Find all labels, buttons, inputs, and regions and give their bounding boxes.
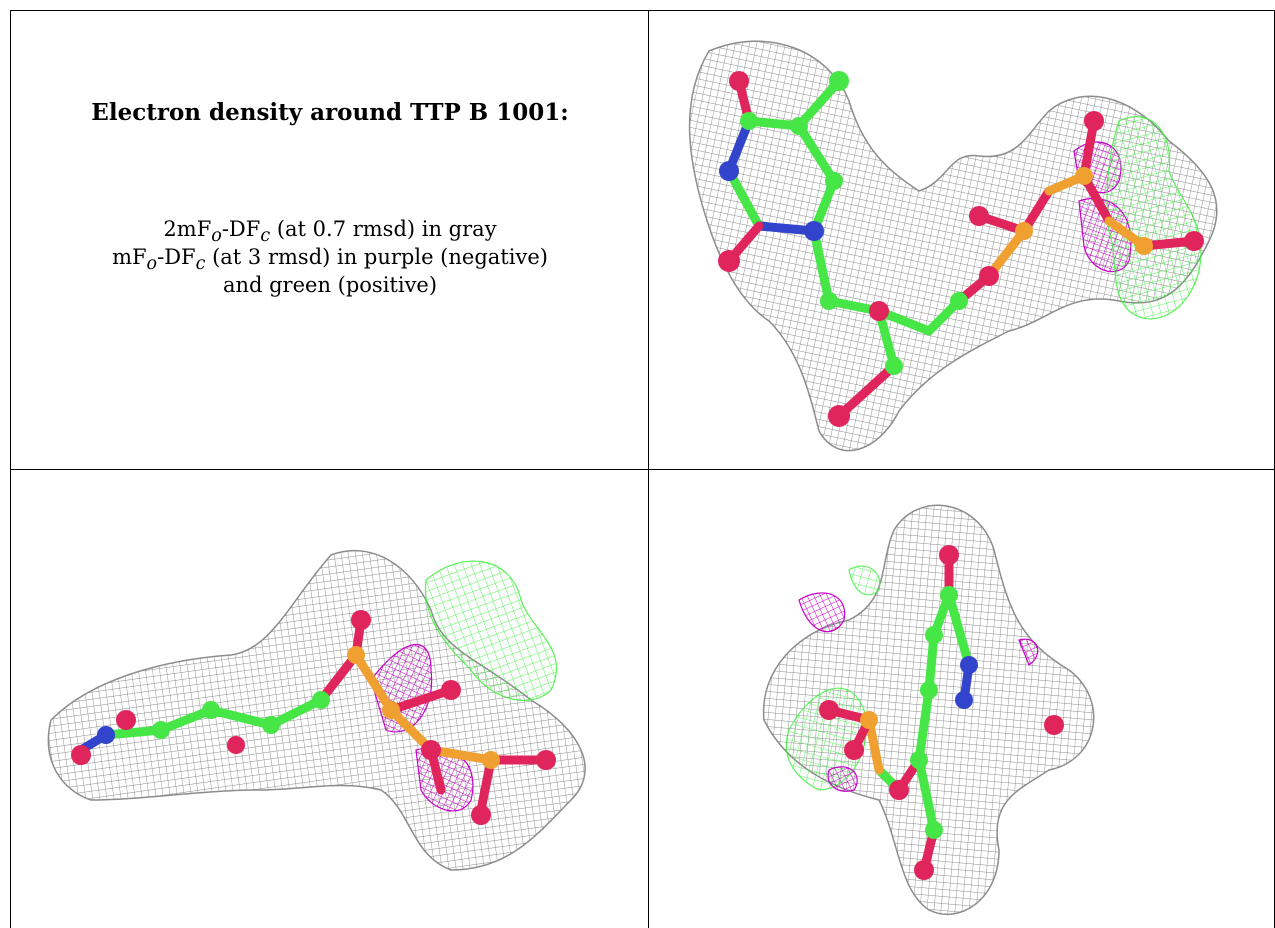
caption-line2-sub-c: c [195, 254, 206, 275]
caption-title: Electron density around TTP B 1001: [91, 99, 569, 126]
density-mesh-positive [1106, 116, 1202, 320]
molecule-atoms-view-1 [718, 71, 1204, 427]
density-panel-bottom-left [11, 470, 648, 928]
molecule-atoms-view-3 [819, 545, 1064, 880]
molecule-atoms-view-2 [71, 610, 556, 825]
caption-cell: Electron density around TTP B 1001: 2mFo… [11, 11, 648, 469]
caption-line-fofc: mFo-DFc (at 3 rmsd) in purple (negative) [11, 243, 648, 278]
electron-density-view-2 [47, 549, 586, 871]
caption-line1-suffix: (at 0.7 rmsd) in gray [270, 217, 497, 241]
caption-line1-mid: -DF [221, 217, 261, 241]
caption-line2-prefix: mF [112, 245, 147, 269]
caption-line1-prefix: 2mF [163, 217, 212, 241]
caption-line1-sub-c: c [260, 226, 271, 247]
caption-line2-suffix: (at 3 rmsd) in purple (negative) [205, 245, 548, 269]
density-panel-bottom-right [649, 470, 1274, 928]
caption-line-colors: and green (positive) [222, 273, 438, 297]
density-mesh-negative [798, 592, 1039, 792]
table-border-top [10, 10, 1275, 11]
density-mesh-positive [424, 560, 558, 701]
caption-line-2fofc: 2mFo-DFc (at 0.7 rmsd) in gray [11, 215, 648, 250]
table-border-middle-horizontal [10, 469, 1275, 470]
caption-line1-sub-o: o [211, 226, 222, 247]
electron-density-view-3 [762, 504, 1095, 915]
electron-density-view-1 [688, 40, 1218, 452]
figure-table: Electron density around TTP B 1001: 2mFo… [10, 10, 1275, 928]
caption-line2-mid: -DF [157, 245, 196, 269]
caption-line2-sub-o: o [146, 254, 158, 275]
density-panel-top-right [649, 11, 1274, 469]
